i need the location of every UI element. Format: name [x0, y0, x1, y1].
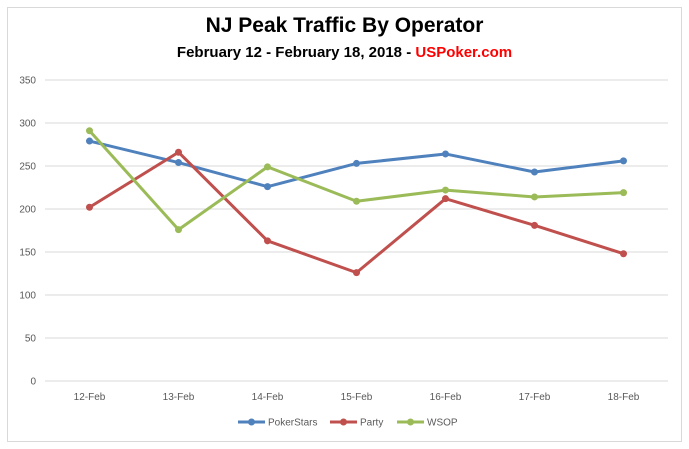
data-point-party: [175, 148, 182, 156]
x-tick-label: 18-Feb: [608, 392, 640, 403]
data-point-wsop: [264, 163, 271, 171]
x-tick-label: 16-Feb: [430, 392, 462, 403]
x-tick-label: 14-Feb: [252, 392, 284, 403]
y-tick-label: 0: [30, 377, 36, 388]
y-tick-label: 350: [19, 76, 36, 87]
data-point-wsop: [620, 189, 627, 197]
x-tick-label: 15-Feb: [341, 392, 373, 403]
data-point-wsop: [353, 197, 360, 205]
x-tick-label: 17-Feb: [519, 392, 551, 403]
data-point-pokerstars: [86, 137, 93, 145]
data-point-pokerstars: [264, 183, 271, 191]
legend-label: WSOP: [427, 418, 458, 429]
chart-frame: [7, 7, 682, 442]
x-tick-label: 13-Feb: [163, 392, 195, 403]
data-point-pokerstars: [353, 159, 360, 167]
data-point-party: [264, 237, 271, 245]
y-tick-label: 300: [19, 119, 36, 130]
legend-marker-wsop: [407, 418, 414, 426]
data-point-party: [86, 203, 93, 211]
legend-marker-party: [340, 418, 347, 426]
x-tick-label: 12-Feb: [74, 392, 106, 403]
data-point-party: [531, 221, 538, 229]
data-point-pokerstars: [442, 150, 449, 158]
data-point-wsop: [442, 186, 449, 194]
data-point-pokerstars: [531, 168, 538, 176]
data-point-party: [353, 269, 360, 277]
legend-label: Party: [360, 418, 383, 429]
chart-subtitle: February 12 - February 18, 2018 - USPoke…: [0, 44, 689, 61]
data-point-wsop: [531, 193, 538, 201]
data-point-wsop: [175, 226, 182, 234]
data-point-wsop: [86, 127, 93, 135]
series-line-wsop: [88, 129, 624, 232]
y-tick-label: 100: [19, 291, 36, 302]
y-tick-label: 150: [19, 248, 36, 259]
data-point-party: [620, 250, 627, 258]
y-tick-label: 250: [19, 162, 36, 173]
legend-label: PokerStars: [268, 418, 317, 429]
data-point-pokerstars: [620, 157, 627, 165]
y-tick-label: 200: [19, 205, 36, 216]
legend-marker-pokerstars: [248, 418, 255, 426]
chart-title: NJ Peak Traffic By Operator: [205, 14, 484, 37]
y-tick-label: 50: [25, 334, 37, 345]
subtitle-text: February 12 - February 18, 2018 -: [176, 44, 416, 61]
data-point-party: [442, 195, 449, 203]
subtitle-brand: USPoker.com: [415, 44, 513, 61]
data-point-pokerstars: [175, 159, 182, 167]
